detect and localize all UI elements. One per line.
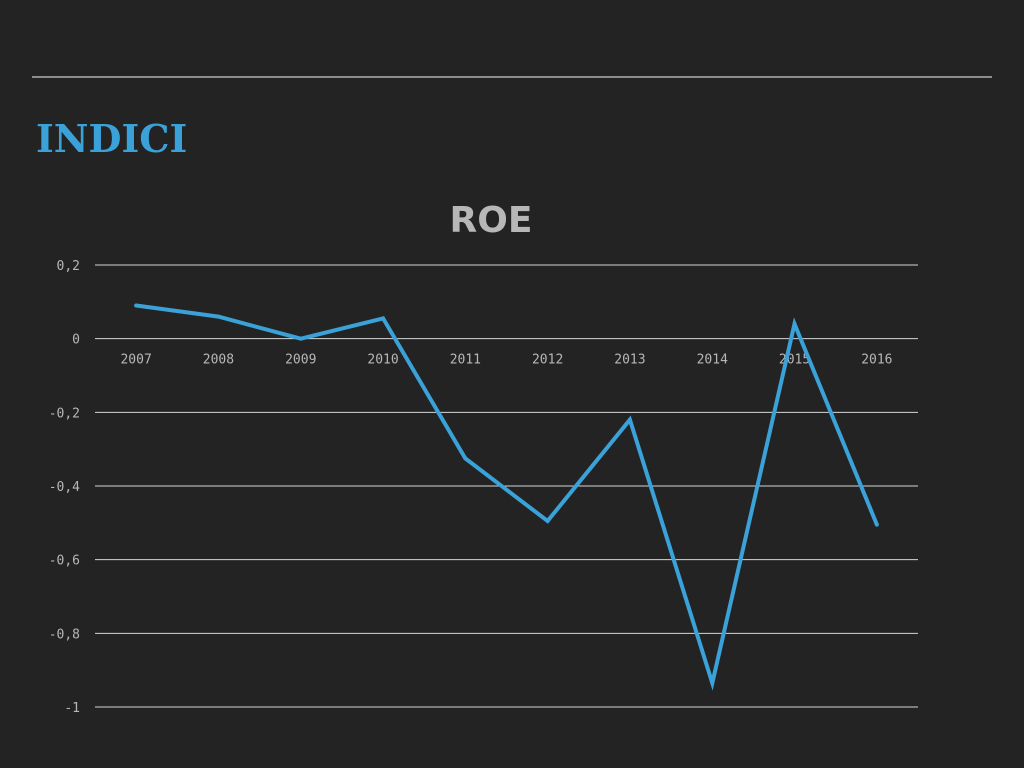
x-tick-label: 2009	[285, 353, 316, 368]
series-line-roe	[135, 303, 879, 691]
data-point	[792, 321, 797, 326]
x-tick-label: 2008	[203, 353, 234, 368]
x-tick-label: 2014	[697, 353, 728, 368]
x-tick-label: 2012	[532, 353, 563, 368]
data-point	[381, 316, 386, 321]
y-tick-label: -0,2	[49, 406, 80, 421]
data-point	[710, 681, 715, 686]
y-tick-label: -0,4	[49, 480, 80, 495]
data-point	[298, 336, 303, 341]
slide-heading: INDICI	[36, 116, 188, 161]
data-point	[216, 314, 221, 319]
y-tick-label: 0	[72, 333, 80, 348]
y-tick-label: -0,8	[49, 627, 80, 642]
data-point	[545, 518, 550, 523]
y-tick-label: -0,6	[49, 554, 80, 569]
x-tick-label: 2011	[450, 353, 481, 368]
data-point	[463, 456, 468, 461]
data-point	[134, 303, 139, 308]
x-tick-label: 2010	[367, 353, 398, 368]
x-axis-ticks: 2007 2008 2009 2010 2011 2012 2013 2014 2015 2016	[120, 353, 892, 368]
x-tick-label: 2013	[614, 353, 645, 368]
series-layer	[134, 303, 879, 691]
data-point	[874, 522, 879, 527]
y-tick-label: 0,2	[57, 259, 80, 274]
data-point	[627, 417, 632, 422]
y-tick-label: -1	[64, 701, 80, 716]
header-divider	[32, 76, 992, 78]
chart-title: ROE	[450, 200, 533, 241]
x-tick-label: 2007	[120, 353, 151, 368]
y-axis-ticks: 0,2 0 -0,2 -0,4 -0,6 -0,8 -1	[49, 259, 80, 716]
grid-lines	[95, 264, 918, 708]
x-tick-label: 2016	[861, 353, 892, 368]
